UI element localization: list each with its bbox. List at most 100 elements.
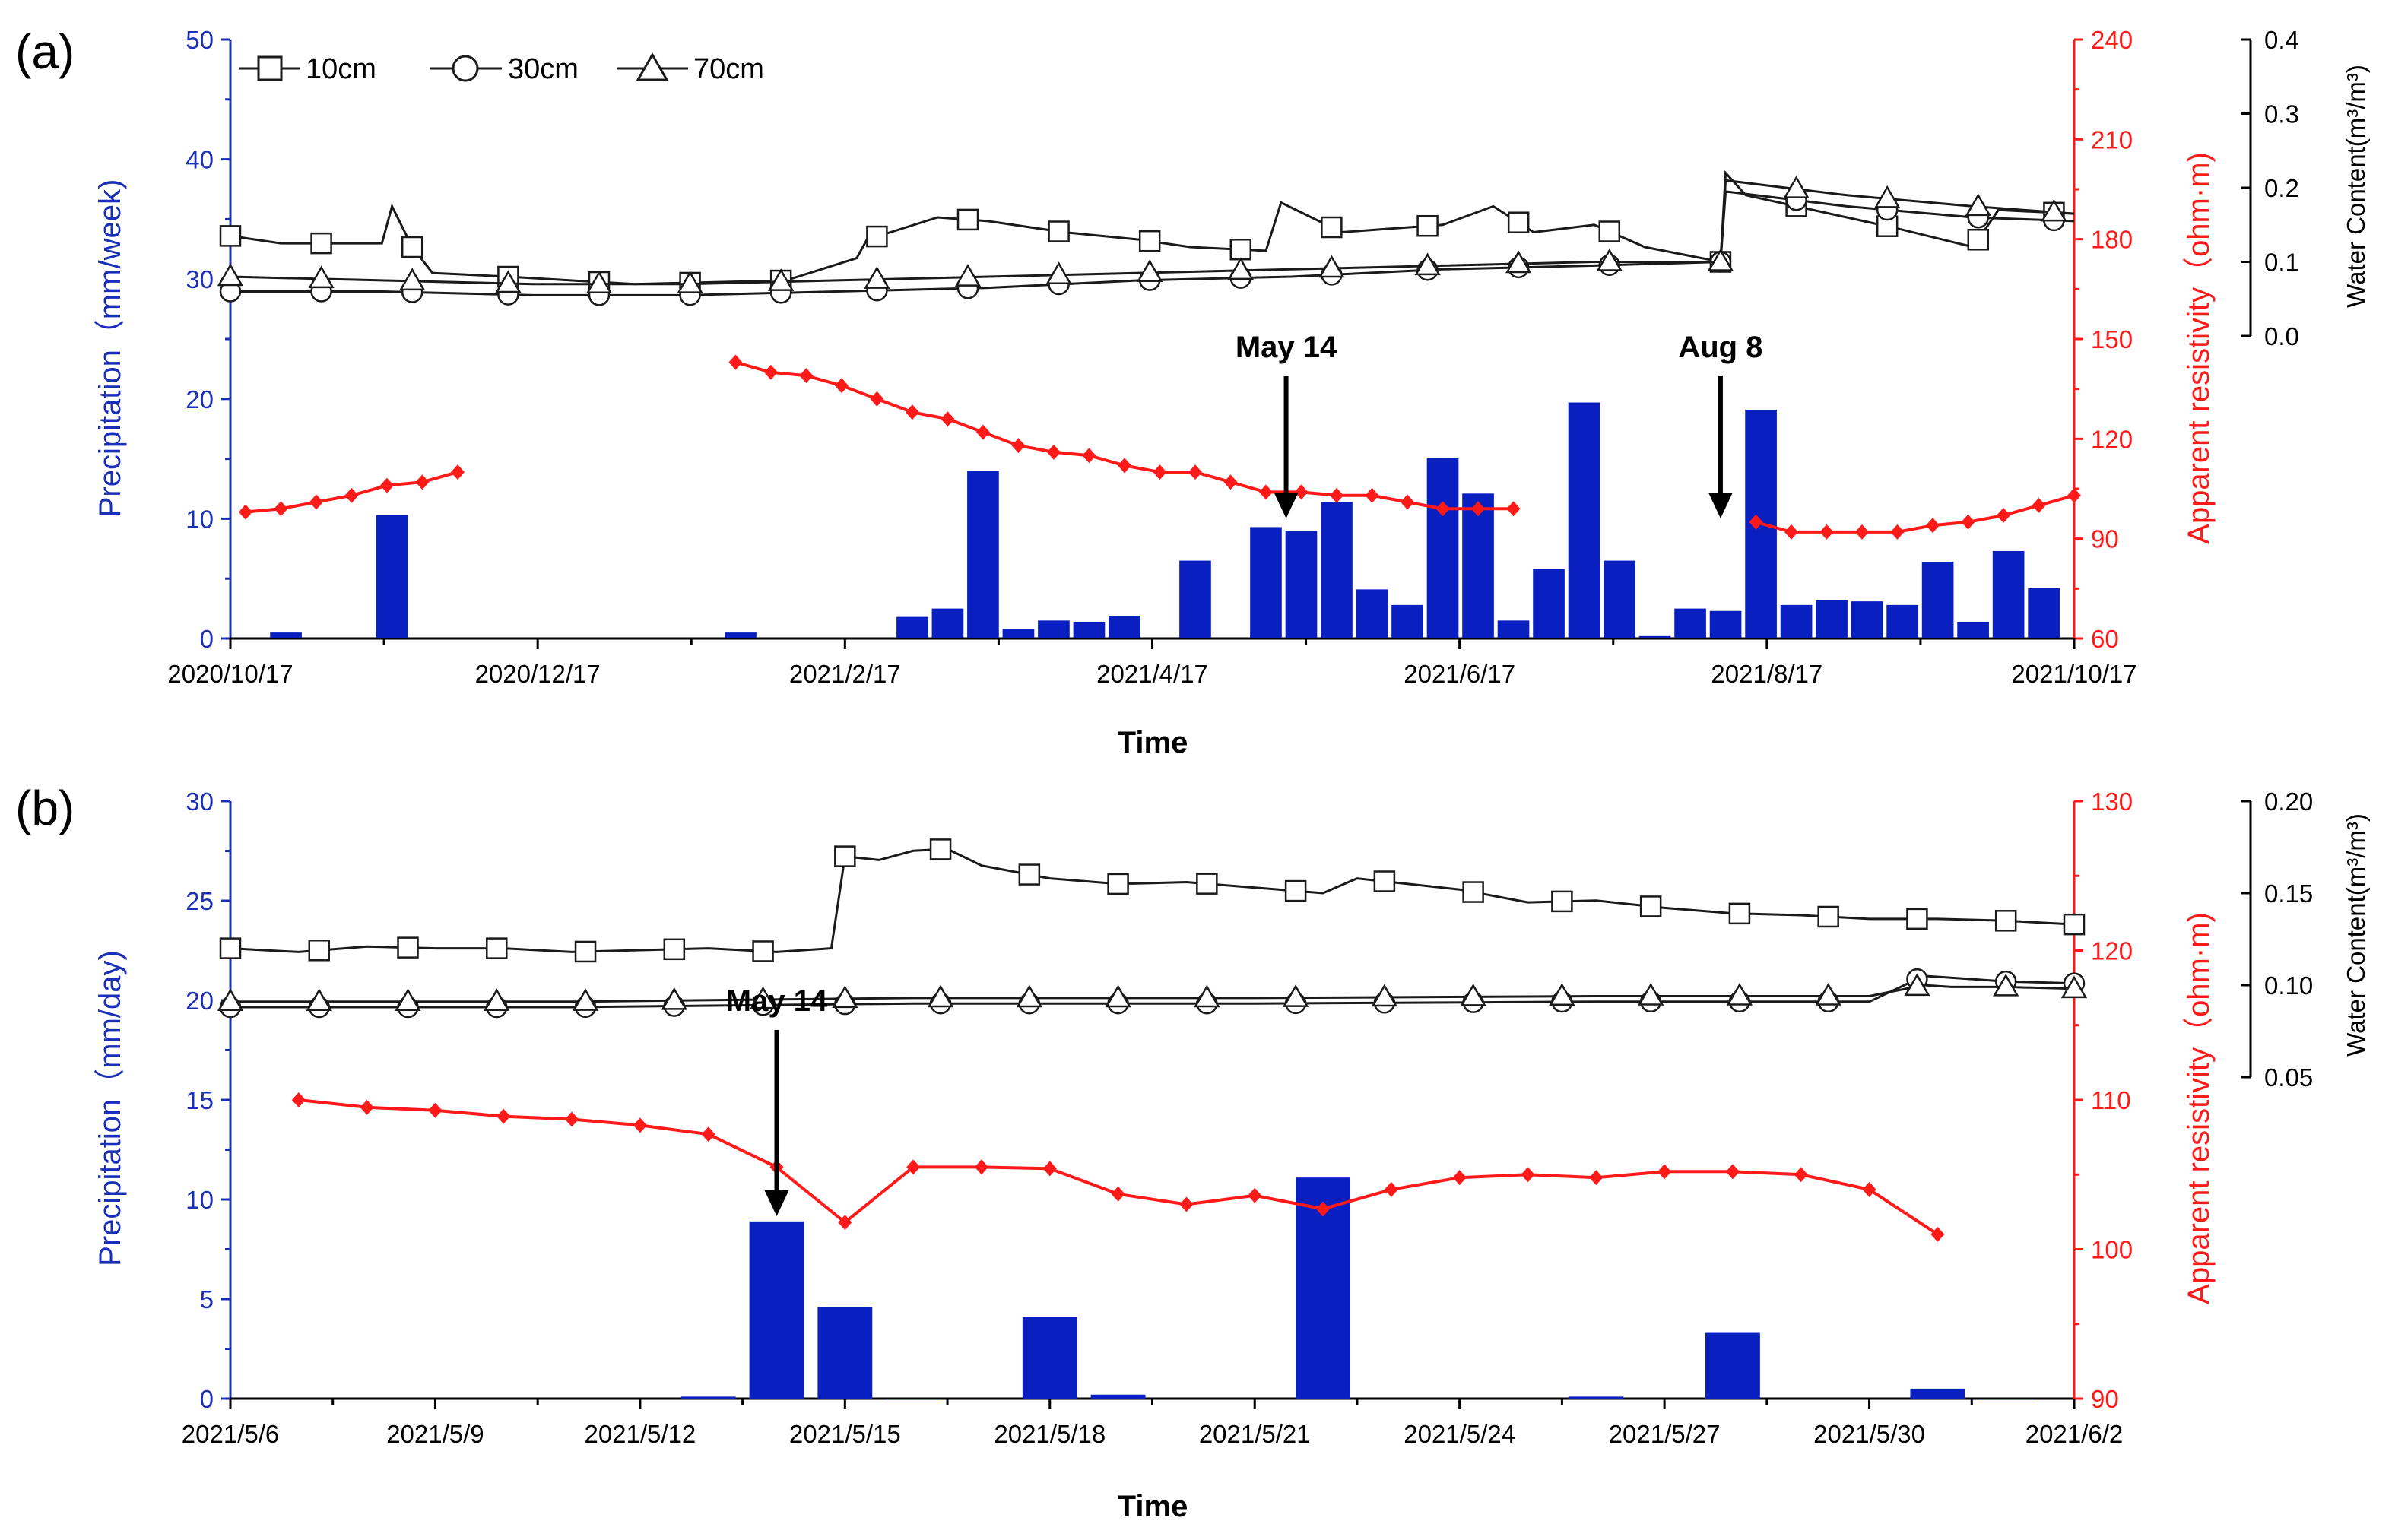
resistivity-point <box>1854 524 1869 540</box>
resistivity-point <box>1082 448 1096 464</box>
precip-bar <box>1073 621 1106 638</box>
wc-marker-70cm <box>2041 198 2067 222</box>
precip-bar <box>1921 562 1954 638</box>
resistivity-point <box>1046 444 1061 460</box>
wc-marker-10cm <box>1229 239 1252 261</box>
wc-marker-10cm <box>1598 220 1621 242</box>
resistivity-point <box>1862 1181 1876 1197</box>
precip-bar <box>1090 1394 1146 1399</box>
resistivity-point <box>344 487 359 503</box>
resistivity-point <box>1188 464 1202 480</box>
resistivity-point <box>1365 487 1379 503</box>
precip-bar <box>1179 560 1211 638</box>
x-tick-label: 2021/4/17 <box>1096 660 1208 688</box>
x-tick-label: 2021/6/2 <box>2025 1420 2123 1448</box>
wc-marker-10cm <box>834 845 856 867</box>
precip-bar <box>2028 588 2060 638</box>
wc-marker-70cm <box>395 988 421 1012</box>
resistivity-point <box>1223 474 1238 490</box>
resistivity-point <box>1384 1181 1398 1197</box>
wc-marker-10cm <box>1462 881 1484 903</box>
x-tick-label: 2021/5/15 <box>789 1420 901 1448</box>
resistivity-point <box>1657 1164 1672 1180</box>
right-tick-label: 120 <box>2091 425 2133 453</box>
resistivity-point <box>799 368 814 384</box>
resistivity-point <box>238 504 252 520</box>
circle-marker-icon <box>452 55 479 82</box>
resistivity-point <box>1452 1170 1467 1186</box>
wc-marker-70cm <box>399 268 426 291</box>
wc-marker-10cm <box>1994 910 2017 932</box>
right-tick-label: 90 <box>2091 525 2119 553</box>
wc-marker-10cm <box>1321 216 1343 239</box>
wc-marker-70cm <box>2060 975 2088 999</box>
wc-marker-70cm <box>1105 984 1131 1008</box>
wc-marker-70cm <box>661 987 687 1010</box>
triangle-marker-icon <box>636 52 669 81</box>
resistivity-point <box>1117 458 1131 474</box>
panel-a-label: (a) <box>15 24 75 79</box>
wc-tick-label: 0.2 <box>2264 174 2299 202</box>
wc-marker-10cm <box>1416 214 1439 237</box>
wc-marker-70cm <box>927 984 954 1008</box>
wc-marker-70cm <box>864 266 890 289</box>
wc-marker-70cm <box>1904 973 1930 997</box>
wc-marker-70cm <box>217 263 244 287</box>
left-tick-label: 10 <box>186 505 214 533</box>
wc-marker-70cm <box>484 988 510 1012</box>
wc-marker-70cm <box>1414 252 1441 276</box>
precip-bar <box>1780 604 1813 638</box>
resistivity-point <box>941 411 955 427</box>
legend-label-10cm: 10cm <box>306 53 376 85</box>
wc-marker-70cm <box>954 264 982 287</box>
right-tick-label: 180 <box>2091 226 2133 254</box>
resistivity-point <box>1521 1167 1535 1183</box>
wc-marker-10cm <box>1967 229 1990 251</box>
resistivity-point <box>1890 524 1905 540</box>
left-tick-label: 15 <box>186 1086 214 1114</box>
resistivity-point <box>1258 484 1273 500</box>
wc-marker-10cm <box>1048 220 1070 242</box>
wc-tick-label: 0.1 <box>2264 249 2299 277</box>
resistivity-point <box>1794 1167 1808 1183</box>
wc-marker-70cm <box>217 988 244 1012</box>
resistivity-point <box>1961 514 1975 530</box>
wc-marker-10cm <box>219 225 242 247</box>
resistivity-line <box>298 1098 1939 1236</box>
wc-marker-10cm <box>486 937 508 959</box>
wc-marker-10cm <box>663 938 686 961</box>
x-tick-label: 2021/10/17 <box>2011 660 2136 688</box>
precip-bar <box>1604 560 1635 638</box>
panel-b-plot: 0 5 10 15 20 25 30 90 100 110 120 130 0.05 0.10 0.15 0.… <box>182 787 2313 1448</box>
annotation-label: May 14 <box>726 984 828 1018</box>
resistivity-point <box>1294 484 1309 500</box>
wc-marker-70cm <box>1707 248 1734 271</box>
left-tick-label: 40 <box>186 146 214 174</box>
precip-bar <box>1674 608 1706 638</box>
x-tick-label: 2021/5/24 <box>1404 1420 1515 1448</box>
precip-bar <box>1816 600 1848 638</box>
resistivity-point <box>1153 464 1167 480</box>
wc-line-10cm <box>230 848 2075 953</box>
right-tick-label: 90 <box>2091 1385 2119 1413</box>
wc-marker-70cm <box>1045 261 1072 284</box>
resistivity-point <box>1248 1187 1262 1203</box>
precip-bar <box>896 616 928 638</box>
resistivity-point <box>1316 1201 1331 1217</box>
resistivity-point <box>906 1159 921 1175</box>
resistivity-point <box>1784 524 1798 540</box>
wc-marker-70cm <box>1596 248 1623 271</box>
resistivity-point <box>838 1215 852 1231</box>
resistivity-point <box>1111 1186 1125 1202</box>
wc-line-70cm <box>230 984 2075 1003</box>
resistivity-point <box>274 501 288 517</box>
x-tick-label: 2021/2/17 <box>789 660 901 688</box>
x-tick-label: 2020/12/17 <box>475 660 601 688</box>
precip-bar <box>1886 604 1918 638</box>
wc-marker-10cm <box>956 208 979 231</box>
resistivity-point <box>565 1111 579 1127</box>
precip-bar <box>1356 589 1388 638</box>
resistivity-point <box>728 354 743 370</box>
left-tick-label: 30 <box>186 787 214 816</box>
wc-marker-70cm <box>677 271 703 293</box>
